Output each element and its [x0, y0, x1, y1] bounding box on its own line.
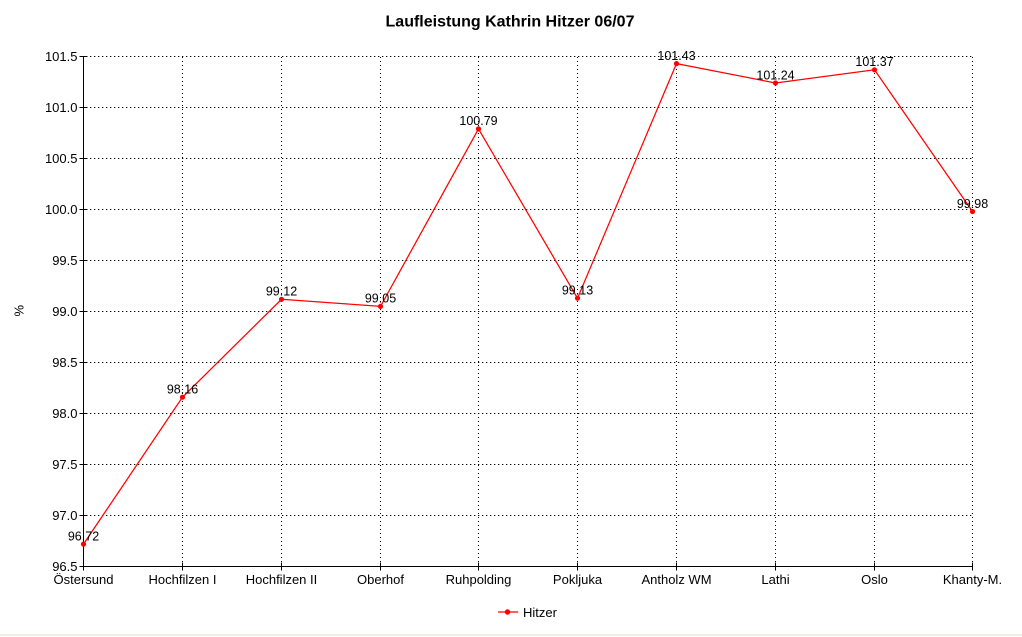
- svg-text:%: %: [12, 304, 27, 316]
- svg-text:96.72: 96.72: [68, 529, 99, 543]
- svg-text:Antholz WM: Antholz WM: [641, 572, 711, 587]
- svg-text:101.43: 101.43: [657, 49, 695, 63]
- svg-text:Hochfilzen I: Hochfilzen I: [149, 572, 217, 587]
- svg-text:Hitzer: Hitzer: [523, 605, 558, 620]
- svg-text:99.0: 99.0: [52, 304, 77, 319]
- svg-text:97.0: 97.0: [52, 508, 77, 523]
- svg-text:Lathi: Lathi: [761, 572, 789, 587]
- svg-text:Hochfilzen II: Hochfilzen II: [246, 572, 318, 587]
- svg-text:Laufleistung Kathrin Hitzer 06: Laufleistung Kathrin Hitzer 06/07: [386, 13, 635, 30]
- svg-text:98.5: 98.5: [52, 355, 77, 370]
- svg-text:Östersund: Östersund: [54, 572, 114, 587]
- svg-text:99.5: 99.5: [52, 253, 77, 268]
- svg-text:99.12: 99.12: [266, 285, 297, 299]
- svg-text:99.98: 99.98: [957, 197, 988, 211]
- svg-text:Pokljuka: Pokljuka: [553, 572, 603, 587]
- svg-text:100.79: 100.79: [459, 114, 497, 128]
- svg-text:101.37: 101.37: [855, 55, 893, 69]
- svg-text:Ruhpolding: Ruhpolding: [446, 572, 512, 587]
- svg-text:101.24: 101.24: [756, 68, 794, 82]
- svg-text:97.5: 97.5: [52, 457, 77, 472]
- svg-text:Oslo: Oslo: [861, 572, 888, 587]
- svg-text:99.13: 99.13: [562, 284, 593, 298]
- svg-text:96.5: 96.5: [52, 559, 77, 574]
- svg-text:Khanty-M.: Khanty-M.: [943, 572, 1002, 587]
- svg-text:100.5: 100.5: [45, 151, 78, 166]
- svg-text:101.0: 101.0: [45, 100, 78, 115]
- svg-text:99.05: 99.05: [365, 292, 396, 306]
- svg-text:101.5: 101.5: [45, 49, 78, 64]
- svg-text:98.16: 98.16: [167, 383, 198, 397]
- svg-text:100.0: 100.0: [45, 202, 78, 217]
- svg-text:Oberhof: Oberhof: [357, 572, 404, 587]
- svg-text:98.0: 98.0: [52, 406, 77, 421]
